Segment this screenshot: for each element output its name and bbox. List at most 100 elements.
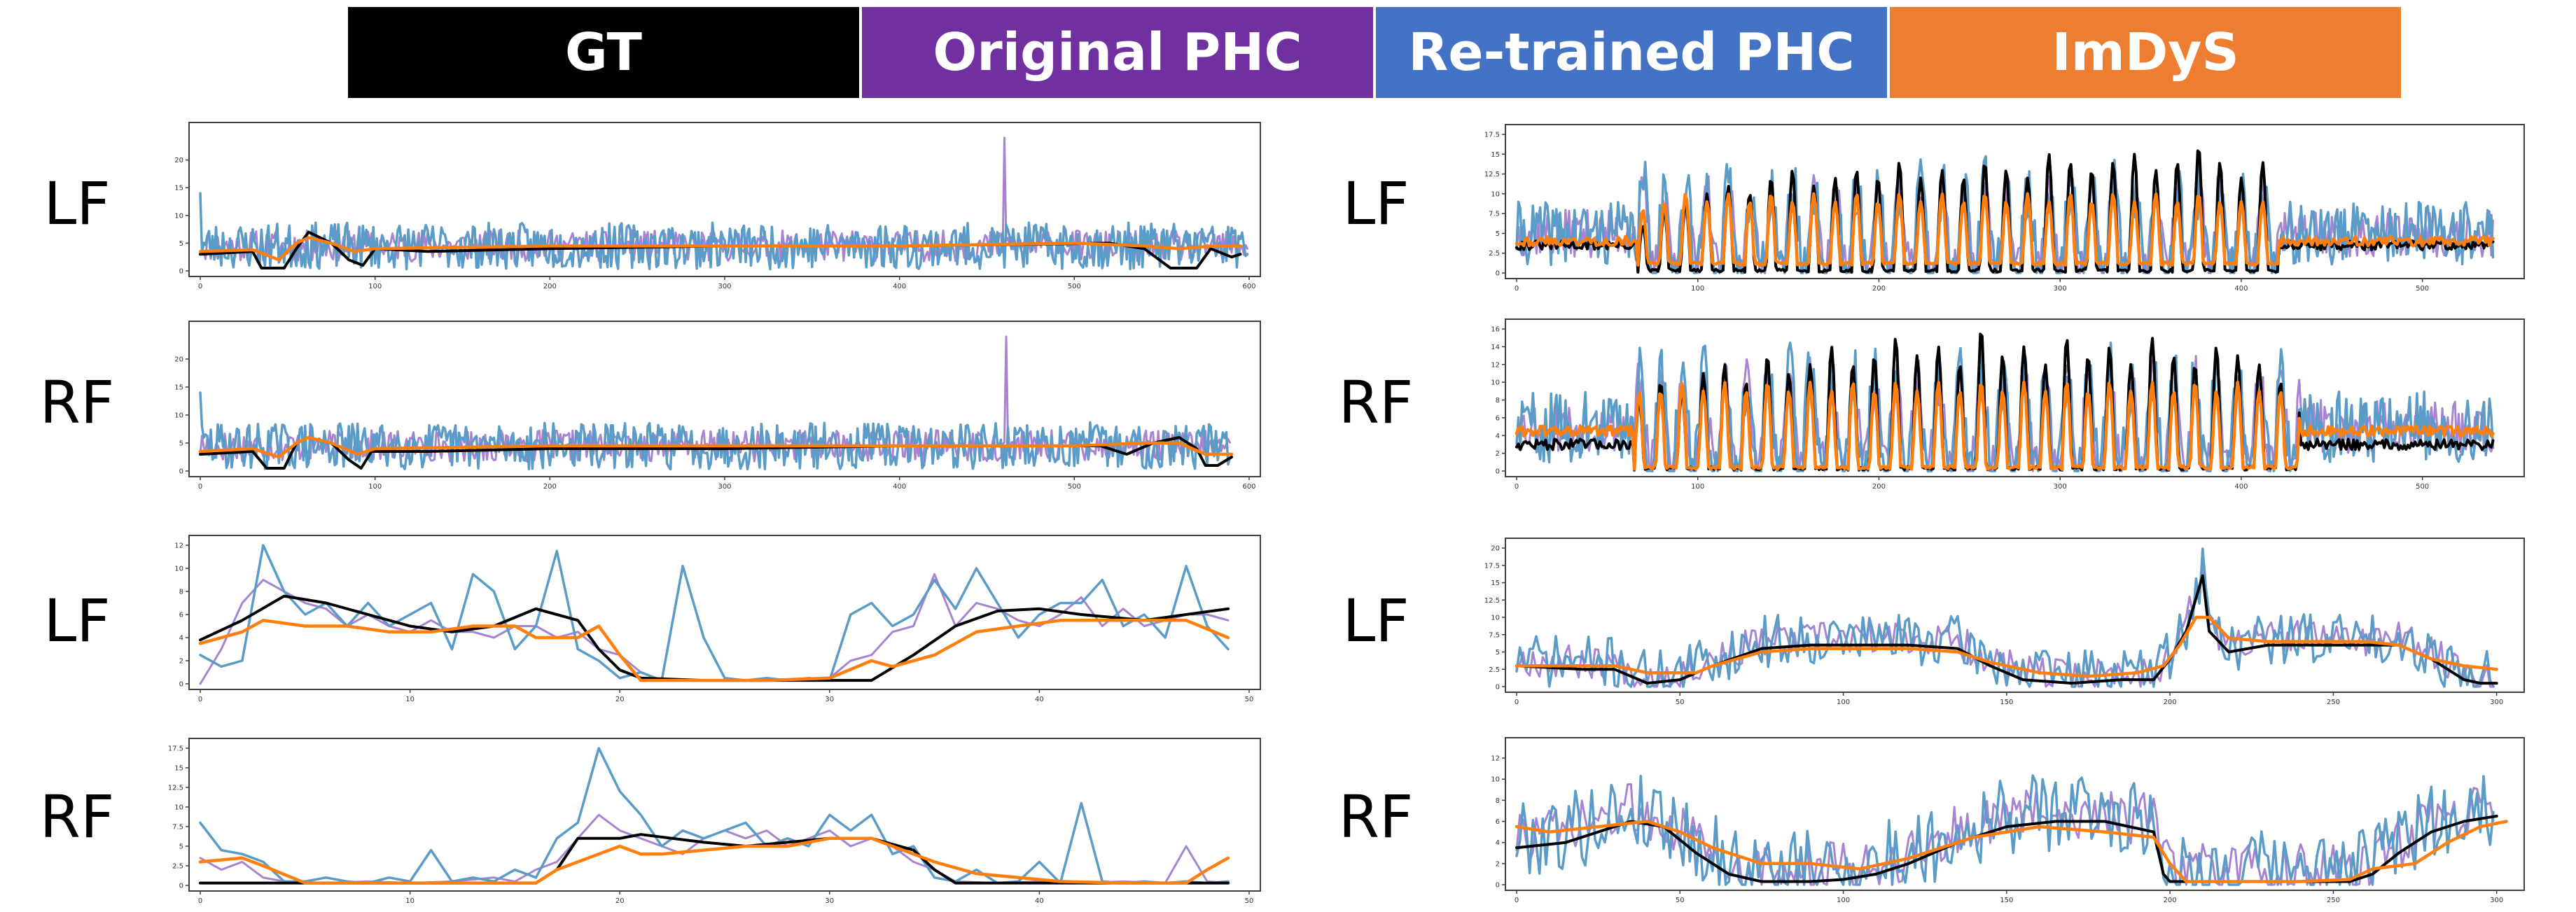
x-tick-label: 10 — [405, 897, 415, 905]
legend-item-imdys: ImDyS — [1890, 7, 2401, 98]
y-tick-label: 12.5 — [1484, 171, 1500, 178]
series-line-gt — [199, 436, 1233, 470]
chart-panel-rf-right-1: 0 100 200 300 400 500 0 2 4 6 8 10 12 14 16 — [1491, 318, 2525, 498]
x-tick-label: 300 — [2054, 285, 2067, 293]
row-label-rf-left-2: RF — [39, 783, 115, 851]
series-line-imdys — [1515, 820, 2508, 883]
y-tick-label: 8 — [179, 589, 183, 596]
x-tick-label: 0 — [1515, 285, 1519, 293]
x-tick-label: 40 — [1035, 897, 1044, 905]
chart-svg: 0 50 100 150 200 250 300 0 2 4 6 8 10 12 — [1491, 737, 2525, 904]
y-tick-label: 10 — [1491, 190, 1500, 198]
x-tick-label: 300 — [718, 483, 731, 491]
series-line-retrained-phc — [1515, 774, 2495, 886]
x-tick-label: 0 — [1515, 483, 1519, 491]
x-tick-label: 200 — [543, 283, 557, 290]
y-tick-label: 20 — [1491, 545, 1500, 553]
y-tick-label: 5 — [179, 240, 183, 248]
y-tick-label: 12.5 — [168, 785, 183, 792]
y-tick-label: 4 — [1496, 839, 1500, 847]
chart-panel-lf-right-1: 0 100 200 300 400 500 0 2.5 5 7.5 10 12.5 15 17.5 — [1484, 124, 2525, 300]
x-tick-label: 0 — [198, 897, 202, 905]
y-tick-label: 12 — [1491, 755, 1500, 763]
x-tick-label: 20 — [615, 897, 625, 905]
plot-frame — [1505, 737, 2525, 891]
y-tick-label: 4 — [1496, 433, 1500, 440]
x-tick-label: 50 — [1676, 699, 1685, 706]
y-tick-label: 0 — [179, 468, 183, 476]
chart-svg: 0 10 20 30 40 50 0 2 4 6 8 10 12 — [174, 535, 1261, 703]
y-tick-label: 2 — [1496, 450, 1500, 458]
y-tick-label: 6 — [1496, 414, 1500, 422]
y-tick-label: 20 — [174, 157, 183, 164]
y-tick-label: 2 — [1496, 860, 1500, 868]
y-tick-label: 14 — [1491, 344, 1500, 351]
x-tick-label: 100 — [368, 283, 382, 290]
chart-svg: 0 100 200 300 400 500 600 0 5 10 15 20 — [174, 321, 1261, 491]
chart-svg: 0 100 200 300 400 500 600 0 5 10 15 20 — [174, 122, 1261, 290]
legend: GT Original PHC Re-trained PHC ImDyS — [348, 7, 2404, 98]
chart-panel-rf-right-2: 0 50 100 150 200 250 300 0 2 4 6 8 10 12 — [1491, 737, 2525, 911]
x-tick-label: 500 — [2416, 483, 2429, 491]
y-tick-label: 8 — [1496, 397, 1500, 405]
x-tick-label: 10 — [405, 696, 415, 703]
chart-panel-lf-left-2: 0 10 20 30 40 50 0 2 4 6 8 10 12 — [174, 535, 1261, 710]
y-tick-label: 6 — [179, 612, 183, 619]
x-tick-label: 300 — [2490, 699, 2503, 706]
y-tick-label: 12.5 — [1484, 597, 1500, 605]
series-line-gt — [199, 594, 1230, 682]
chart-svg: 0 50 100 150 200 250 300 0 2.5 5 7.5 10 12.5 15 17.5 20 — [1484, 538, 2525, 706]
y-tick-label: 15 — [174, 765, 183, 773]
chart-svg: 0 10 20 30 40 50 0 2.5 5 7.5 10 12.5 15 17.5 — [168, 738, 1261, 905]
y-tick-label: 2 — [179, 658, 183, 666]
chart-panel-rf-left-1: 0 100 200 300 400 500 600 0 5 10 15 20 — [174, 321, 1261, 498]
y-tick-label: 10 — [1491, 379, 1500, 387]
chart-panel-rf-left-2: 0 10 20 30 40 50 0 2.5 5 7.5 10 12.5 15 17.5 — [168, 738, 1261, 912]
y-tick-label: 6 — [1496, 818, 1500, 826]
y-tick-label: 15 — [1491, 151, 1500, 159]
x-tick-label: 20 — [615, 696, 625, 703]
series-line-imdys — [198, 836, 1230, 885]
y-tick-label: 17.5 — [1484, 132, 1500, 139]
x-tick-label: 500 — [1068, 283, 1081, 290]
x-tick-label: 150 — [2000, 897, 2013, 904]
x-tick-label: 150 — [2000, 699, 2013, 706]
x-tick-label: 0 — [198, 696, 202, 703]
series-line-retrained-phc — [199, 391, 1232, 471]
row-label-rf-right-1: RF — [1338, 368, 1414, 437]
y-tick-label: 0 — [1496, 468, 1500, 476]
y-tick-label: 15 — [1491, 580, 1500, 587]
y-tick-label: 7.5 — [1489, 631, 1500, 639]
row-label-lf-right-1: LF — [1342, 169, 1409, 238]
x-tick-label: 50 — [1245, 696, 1254, 703]
legend-item-retrained-phc: Re-trained PHC — [1376, 7, 1887, 98]
series-line-imdys — [198, 435, 1234, 459]
plot-frame — [1505, 124, 2525, 279]
y-tick-label: 0 — [179, 883, 183, 890]
x-tick-label: 30 — [825, 696, 834, 703]
x-tick-label: 200 — [1872, 483, 1886, 491]
row-label-lf-right-2: LF — [1342, 587, 1409, 655]
plot-frame — [188, 535, 1261, 690]
x-tick-label: 600 — [1242, 483, 1255, 491]
plot-frame — [1505, 538, 2525, 693]
row-label-rf-left-1: RF — [39, 368, 115, 437]
chart-panel-lf-left-1: 0 100 200 300 400 500 600 0 5 10 15 20 — [174, 122, 1261, 297]
y-tick-label: 2.5 — [1489, 250, 1500, 258]
row-label-lf-left-1: LF — [43, 169, 111, 238]
y-tick-label: 5 — [179, 440, 183, 448]
series-line-gt — [199, 833, 1230, 885]
y-tick-label: 0 — [1496, 270, 1500, 278]
x-tick-label: 200 — [2164, 699, 2177, 706]
x-tick-label: 0 — [198, 283, 202, 290]
series-line-imdys — [1515, 192, 2495, 267]
x-tick-label: 30 — [825, 897, 834, 905]
y-tick-label: 5 — [179, 843, 183, 851]
y-tick-label: 15 — [174, 185, 183, 192]
y-tick-label: 2.5 — [1489, 666, 1500, 674]
y-tick-label: 7.5 — [172, 824, 183, 832]
x-tick-label: 200 — [543, 483, 557, 491]
y-tick-label: 7.5 — [1489, 211, 1500, 218]
y-tick-label: 0 — [1496, 882, 1500, 890]
series-line-imdys — [1515, 615, 2498, 678]
